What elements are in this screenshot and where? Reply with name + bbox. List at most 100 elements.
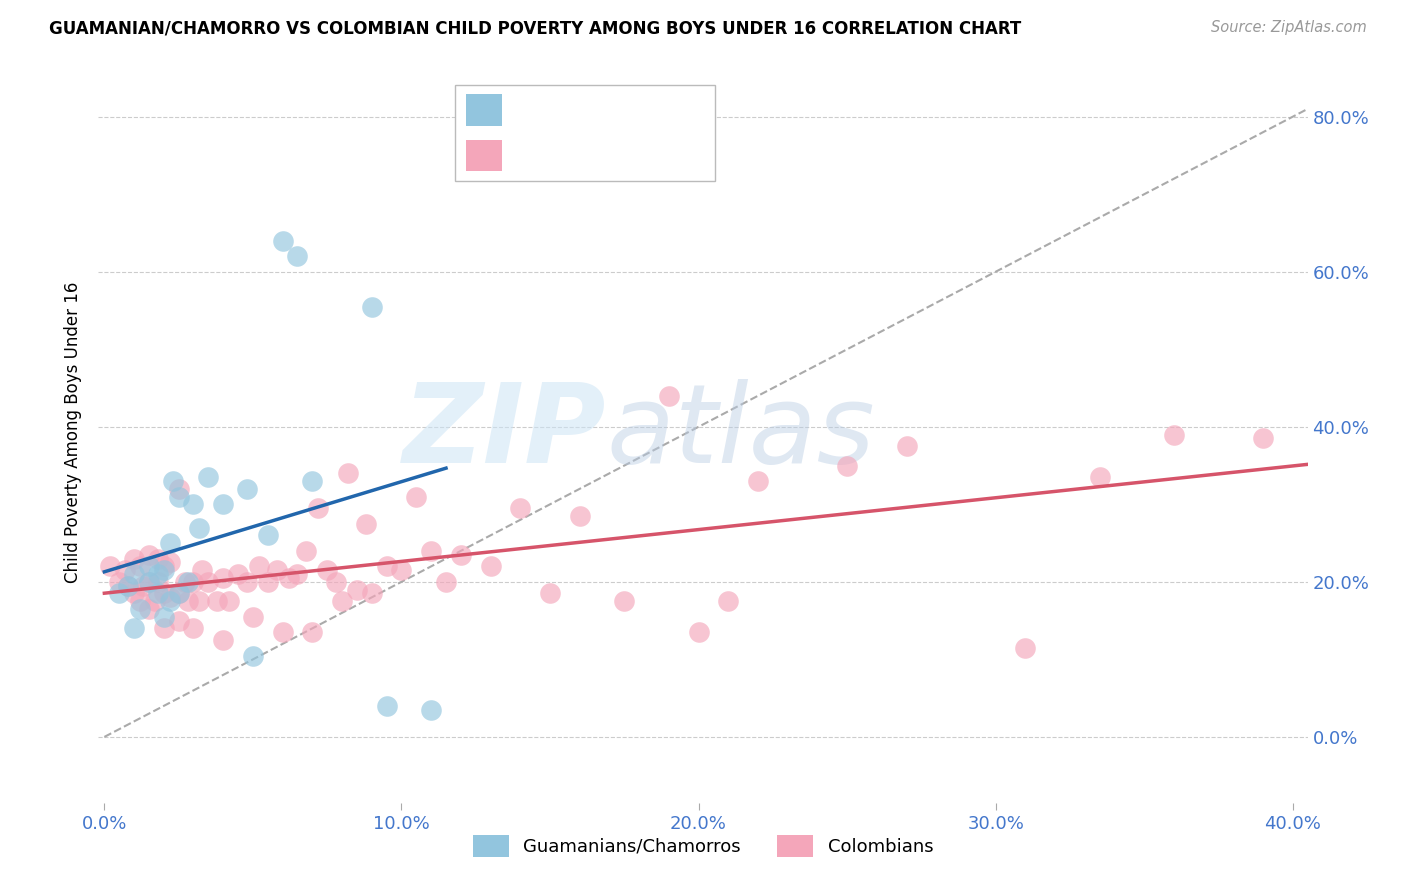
Point xyxy=(1163,427,1185,442)
Point xyxy=(212,571,235,585)
Point xyxy=(117,579,139,593)
Point xyxy=(218,594,240,608)
Point xyxy=(658,389,681,403)
Point xyxy=(122,567,145,582)
Point xyxy=(256,528,278,542)
Point xyxy=(1014,640,1036,655)
Point xyxy=(316,563,339,577)
Point xyxy=(188,594,211,608)
Point xyxy=(152,621,174,635)
Point xyxy=(391,563,413,577)
Point xyxy=(162,474,184,488)
Point xyxy=(117,579,139,593)
Point xyxy=(173,574,195,589)
Point xyxy=(159,536,181,550)
Point xyxy=(420,703,443,717)
Point xyxy=(212,497,235,511)
Point xyxy=(538,586,561,600)
Point xyxy=(479,559,502,574)
Point xyxy=(688,625,710,640)
Point xyxy=(747,474,769,488)
Point xyxy=(226,567,249,582)
Point xyxy=(108,586,131,600)
Point xyxy=(1251,432,1274,446)
Point xyxy=(360,586,382,600)
Point xyxy=(152,586,174,600)
Point xyxy=(129,559,152,574)
Point xyxy=(176,574,198,589)
Point xyxy=(1088,470,1111,484)
Point xyxy=(129,602,152,616)
Point xyxy=(138,602,160,616)
Point xyxy=(152,609,174,624)
Point xyxy=(132,579,155,593)
Point xyxy=(325,574,347,589)
Point xyxy=(167,490,190,504)
Point xyxy=(307,501,329,516)
Point xyxy=(242,648,264,663)
Point xyxy=(138,548,160,562)
Point xyxy=(835,458,858,473)
Point xyxy=(152,563,174,577)
Point xyxy=(183,574,205,589)
Point xyxy=(360,300,382,314)
Point xyxy=(138,574,160,589)
Point xyxy=(509,501,531,516)
Point xyxy=(568,508,591,523)
Point xyxy=(152,559,174,574)
Text: atlas: atlas xyxy=(606,379,875,486)
Point xyxy=(420,544,443,558)
Point xyxy=(271,234,294,248)
Point xyxy=(256,574,278,589)
Point xyxy=(207,594,229,608)
Y-axis label: Child Poverty Among Boys Under 16: Child Poverty Among Boys Under 16 xyxy=(65,282,83,583)
Point xyxy=(242,609,264,624)
Point xyxy=(146,586,169,600)
Point xyxy=(138,559,160,574)
Point xyxy=(108,574,131,589)
Point xyxy=(197,470,219,484)
Point xyxy=(197,574,219,589)
Point xyxy=(167,586,190,600)
Point xyxy=(146,574,169,589)
Point xyxy=(167,614,190,628)
Point xyxy=(122,586,145,600)
Point xyxy=(405,490,427,504)
Point xyxy=(146,551,169,566)
Point xyxy=(98,559,121,574)
Point xyxy=(146,567,169,582)
Point xyxy=(114,563,136,577)
Point xyxy=(346,582,368,597)
Point xyxy=(287,567,309,582)
Text: ZIP: ZIP xyxy=(402,379,606,486)
Point xyxy=(159,556,181,570)
Point xyxy=(301,474,323,488)
Point xyxy=(191,563,214,577)
Point xyxy=(167,482,190,496)
Text: GUAMANIAN/CHAMORRO VS COLOMBIAN CHILD POVERTY AMONG BOYS UNDER 16 CORRELATION CH: GUAMANIAN/CHAMORRO VS COLOMBIAN CHILD PO… xyxy=(49,20,1022,37)
Point xyxy=(122,621,145,635)
Point xyxy=(271,625,294,640)
Point xyxy=(375,559,398,574)
Point xyxy=(159,594,181,608)
Point xyxy=(287,249,309,263)
Point xyxy=(138,574,160,589)
Point xyxy=(613,594,636,608)
Point xyxy=(717,594,740,608)
Point xyxy=(266,563,288,577)
Point xyxy=(277,571,299,585)
Point xyxy=(129,594,152,608)
Point xyxy=(247,559,270,574)
Point xyxy=(122,551,145,566)
Point xyxy=(143,594,166,608)
Point xyxy=(336,467,359,481)
Point xyxy=(212,632,235,647)
Point xyxy=(236,482,259,496)
Point xyxy=(176,594,198,608)
Point xyxy=(188,520,211,534)
Point xyxy=(354,516,377,531)
Point xyxy=(183,621,205,635)
Point xyxy=(183,497,205,511)
Point xyxy=(330,594,353,608)
Legend: Guamanians/Chamorros, Colombians: Guamanians/Chamorros, Colombians xyxy=(465,828,941,864)
